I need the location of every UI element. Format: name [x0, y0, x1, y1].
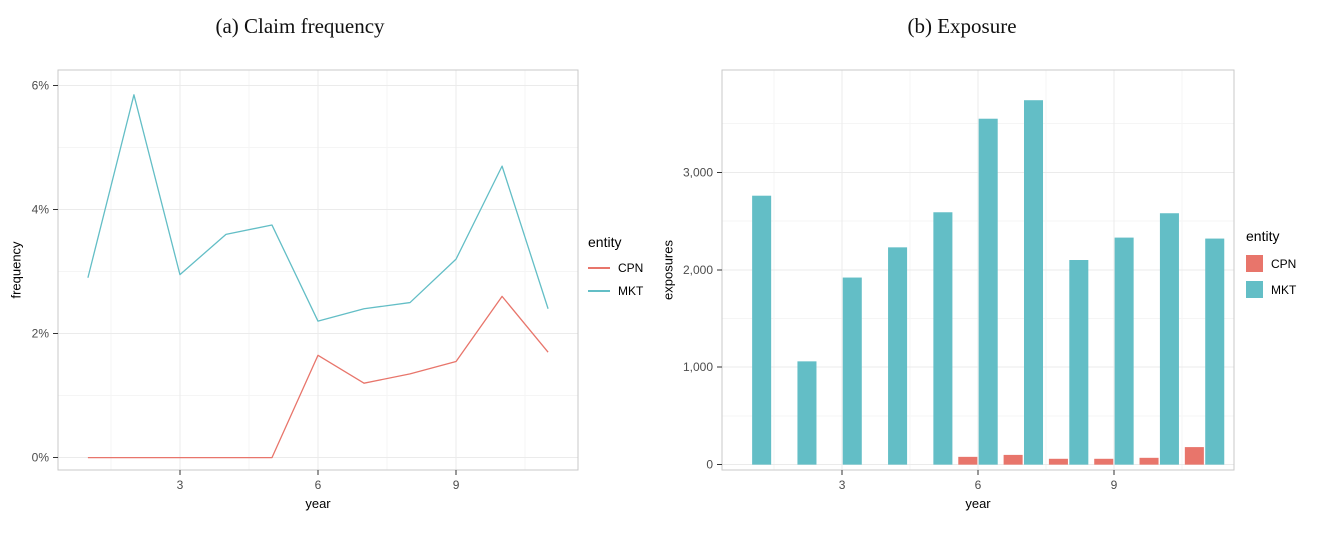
mkt-bar [752, 195, 772, 465]
chart-a-legend-title: entity [588, 234, 622, 250]
chart-a-legend: entity CPN MKT [588, 234, 643, 307]
x-tick-label: 9 [1111, 478, 1118, 492]
chart-a-x-axis-label: year [305, 496, 331, 511]
mkt-bar [1114, 237, 1134, 465]
legend-item-mkt: MKT [588, 284, 643, 298]
y-tick-label: 1,000 [683, 360, 713, 374]
cpn-bar [1094, 458, 1114, 465]
legend-item-mkt-bar: MKT [1246, 281, 1296, 298]
chart-b-legend-title: entity [1246, 228, 1280, 244]
y-tick-label: 4% [32, 203, 50, 217]
cpn-bar [1003, 454, 1023, 465]
mkt-line-swatch [588, 290, 610, 292]
mkt-bar [1205, 238, 1225, 465]
cpn-bar [1048, 458, 1068, 465]
mkt-bar [978, 118, 998, 465]
mkt-bar [888, 247, 908, 465]
x-tick-label: 6 [975, 478, 982, 492]
y-tick-label: 2% [32, 327, 50, 341]
x-tick-label: 3 [839, 478, 846, 492]
legend-label-mkt: MKT [618, 284, 644, 298]
y-tick-label: 2,000 [683, 263, 713, 277]
cpn-bar [1139, 457, 1159, 465]
exposure-plot: 0 1,000 2,000 3,000 3 6 9 [683, 69, 1235, 492]
mkt-bar [933, 212, 953, 465]
legend-item-cpn-bar: CPN [1246, 255, 1296, 272]
y-tick-label: 3,000 [683, 165, 713, 179]
legend-item-cpn: CPN [588, 261, 643, 275]
claim-frequency-plot: 0% 2% 4% 6% 3 6 9 [32, 69, 579, 492]
cpn-line [87, 295, 549, 459]
chart-b-x-axis-label: year [965, 496, 991, 511]
chart-b-legend: entity CPN MKT [1246, 228, 1296, 307]
chart-b-title: (b) Exposure [907, 14, 1017, 38]
y-tick-label: 0% [32, 451, 50, 465]
mkt-bar [1069, 260, 1089, 465]
x-tick-label: 6 [315, 478, 322, 492]
legend-label-cpn: CPN [618, 261, 644, 275]
mkt-bar [842, 277, 862, 465]
legend-label-mkt-bar: MKT [1271, 282, 1297, 297]
mkt-bar [1159, 213, 1179, 465]
mkt-box-swatch [1246, 281, 1263, 298]
cpn-line-swatch [588, 267, 610, 269]
mkt-bar [797, 361, 817, 465]
cpn-bar [958, 456, 978, 465]
y-tick-label: 0 [706, 458, 713, 472]
y-tick-label: 6% [32, 79, 50, 93]
chart-a-title: (a) Claim frequency [215, 14, 385, 38]
cpn-box-swatch [1246, 255, 1263, 272]
x-tick-label: 3 [177, 478, 184, 492]
mkt-bar [1023, 100, 1044, 465]
mkt-line [87, 94, 549, 322]
cpn-bar [1184, 447, 1204, 465]
x-tick-label: 9 [453, 478, 460, 492]
legend-label-cpn-bar: CPN [1271, 256, 1297, 271]
